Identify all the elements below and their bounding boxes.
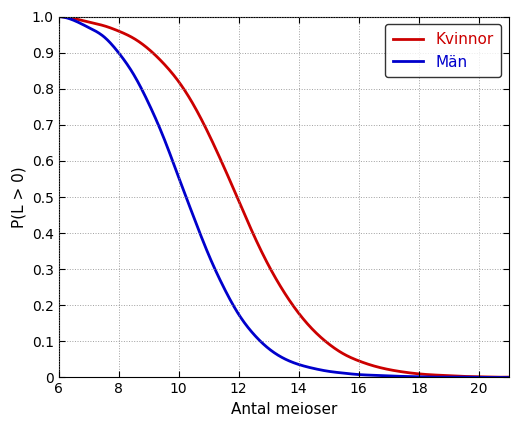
Kvinnor — [259, 250, 265, 256]
Line: Kvinnor: Kvinnor — [59, 17, 509, 377]
Män — [356, 372, 362, 377]
Kvinnor — [171, 73, 177, 78]
Kvinnor — [356, 359, 362, 364]
Män — [506, 375, 512, 380]
Kvinnor — [506, 374, 512, 380]
Legend: Kvinnor, Män: Kvinnor, Män — [385, 24, 501, 77]
Män — [135, 80, 141, 85]
Män — [395, 374, 401, 379]
Kvinnor — [499, 374, 505, 380]
Män — [476, 375, 483, 380]
Män — [56, 14, 62, 19]
Line: Män: Män — [59, 17, 509, 377]
Män — [259, 340, 265, 345]
X-axis label: Antal meioser: Antal meioser — [230, 402, 337, 417]
Kvinnor — [56, 14, 62, 19]
Kvinnor — [321, 337, 327, 342]
Män — [321, 368, 327, 373]
Y-axis label: P(L > 0): P(L > 0) — [11, 166, 26, 228]
Kvinnor — [395, 369, 401, 374]
Män — [171, 163, 177, 168]
Kvinnor — [135, 39, 141, 44]
